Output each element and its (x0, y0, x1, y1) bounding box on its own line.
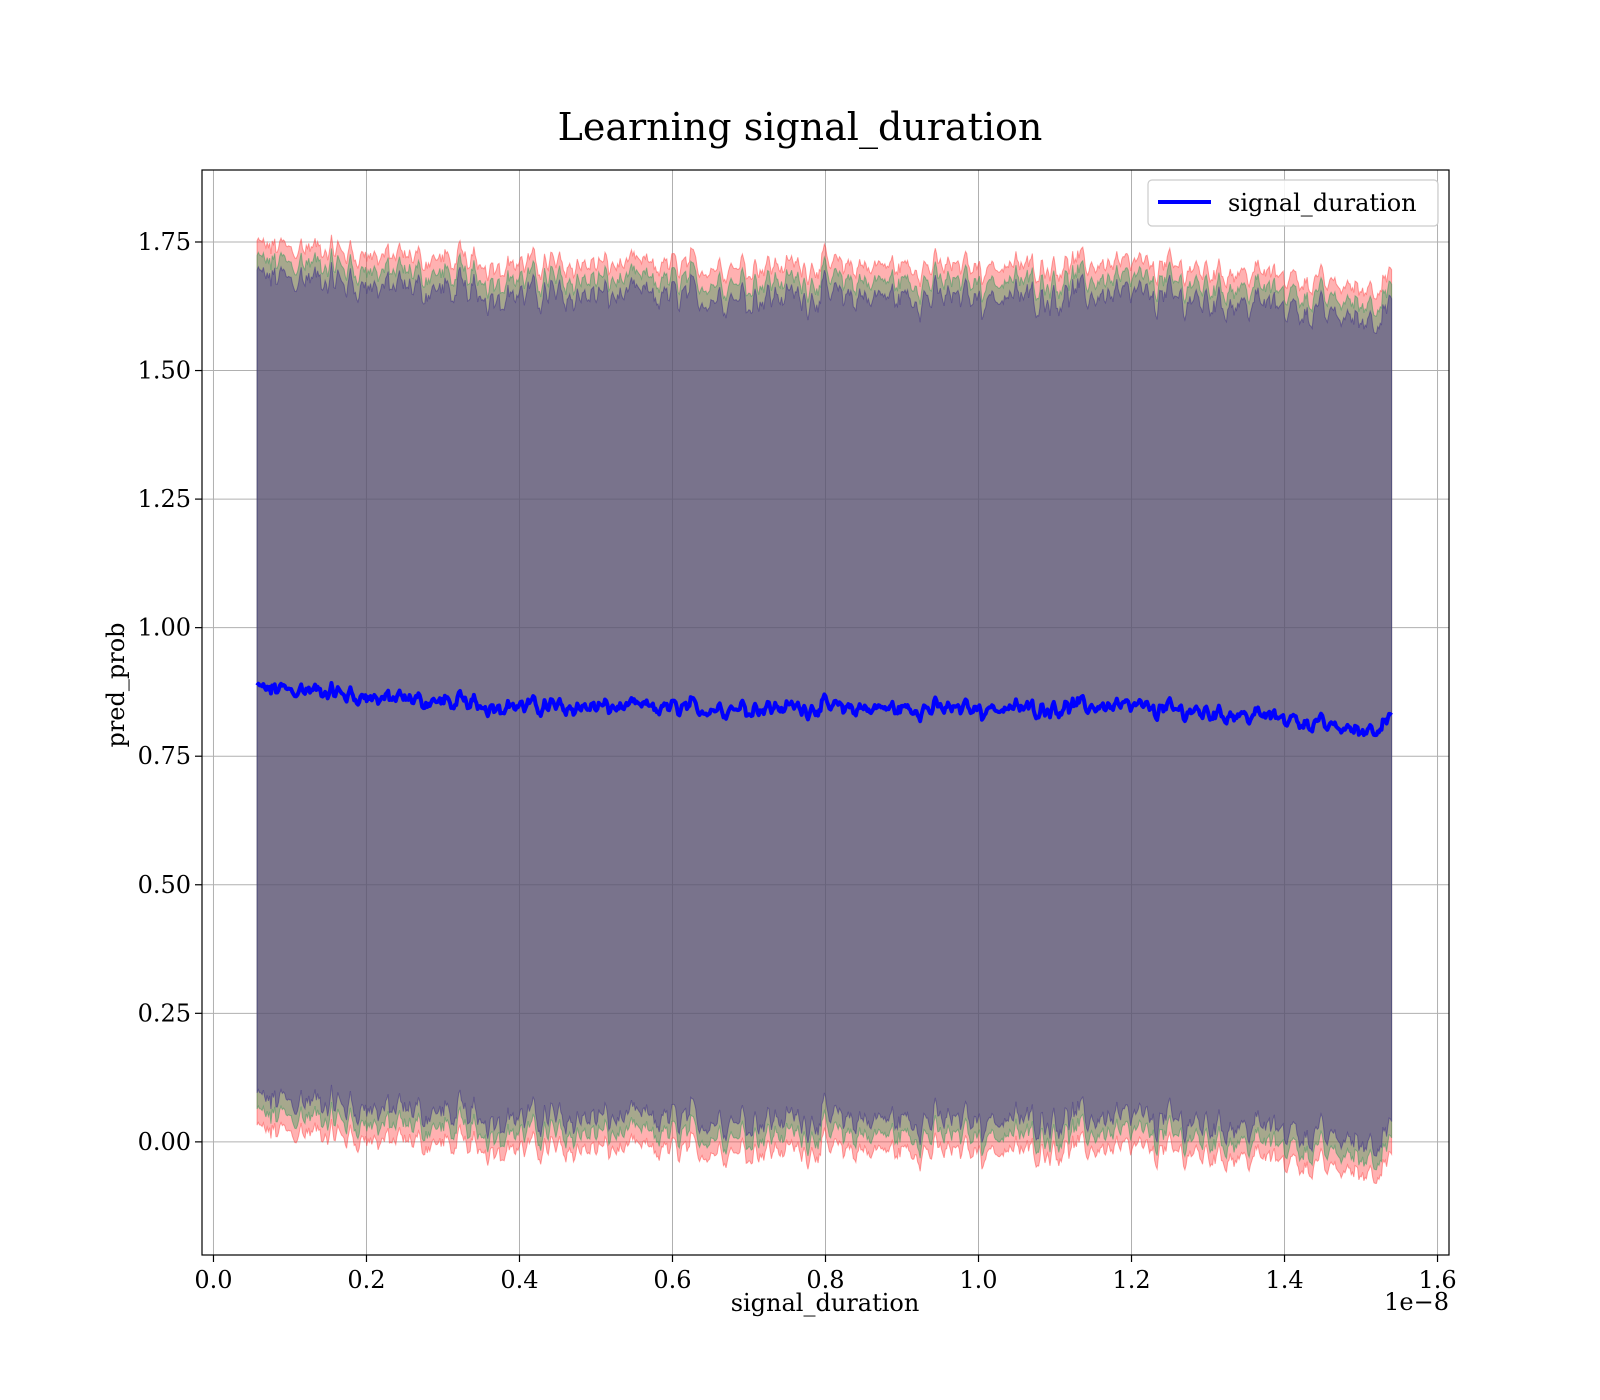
line-layer (255, 680, 1393, 738)
x-tick-label: 0.6 (653, 1266, 691, 1294)
y-tick-label: 1.50 (138, 357, 191, 385)
x-tick-label: 0.4 (500, 1266, 538, 1294)
legend-label: signal_duration (1228, 189, 1417, 217)
x-tick-label: 1.2 (1112, 1266, 1150, 1294)
x-tick-label: 0.0 (194, 1266, 232, 1294)
y-axis-label: pred_prob (102, 622, 130, 747)
x-axis-offset-label: 1e−8 (1384, 1288, 1449, 1316)
y-tick-label: 0.25 (138, 999, 191, 1027)
legend: signal_duration (1147, 179, 1439, 227)
y-tick-label: 0.75 (138, 742, 191, 770)
x-tick-label: 1.0 (959, 1266, 997, 1294)
series-line-signal-duration (255, 680, 1393, 738)
chart-title: Learning signal_duration (558, 105, 1043, 150)
y-tick-label: 1.75 (138, 228, 191, 256)
x-axis-label: signal_duration (731, 1289, 920, 1317)
x-tick-layer: 0.0 0.2 0.4 0.6 0.8 1.0 1.2 1.4 1.6 (194, 1255, 1457, 1294)
x-tick-label: 0.8 (806, 1266, 844, 1294)
x-tick-label: 0.2 (347, 1266, 385, 1294)
confidence-band-0 (256, 234, 1393, 1184)
grid-layer (202, 170, 1449, 1255)
confidence-band-1 (256, 248, 1393, 1171)
y-tick-label: 0.50 (138, 871, 191, 899)
x-tick-label: 1.4 (1265, 1266, 1303, 1294)
band-layer (256, 234, 1393, 1184)
y-tick-label: 0.00 (138, 1128, 191, 1156)
y-tick-label: 1.25 (138, 485, 191, 513)
y-tick-layer: 0.00 0.25 0.50 0.75 1.00 1.25 1.50 1.75 (138, 228, 202, 1156)
y-tick-label: 1.00 (138, 614, 191, 642)
legend-box (1147, 179, 1439, 227)
x-tick-label: 1.6 (1418, 1266, 1456, 1294)
confidence-band-2 (256, 262, 1393, 1157)
